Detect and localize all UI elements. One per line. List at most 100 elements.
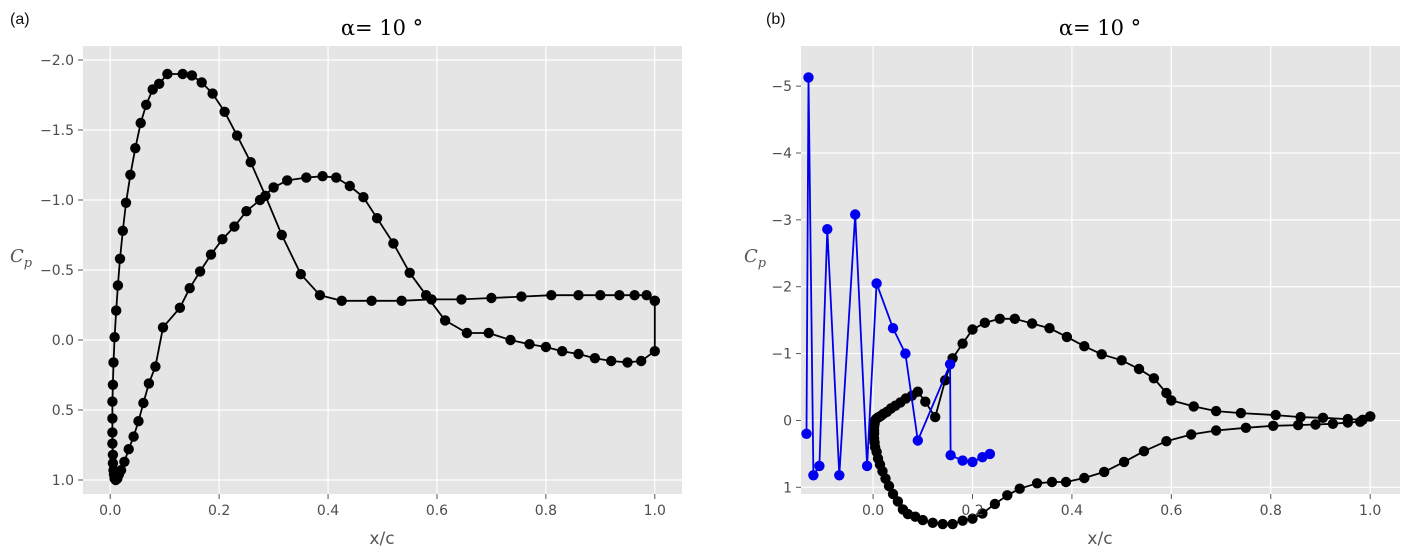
y-axis-label-sub-b: p: [758, 256, 767, 271]
y-tick-label: 0.0: [52, 333, 74, 349]
data-point: [111, 305, 122, 316]
data-point: [205, 249, 217, 260]
data-point: [1188, 401, 1199, 412]
data-point: [629, 290, 640, 301]
data-point: [420, 290, 432, 301]
data-point: [109, 332, 120, 343]
series-group-b: [801, 72, 1376, 530]
data-point: [803, 72, 814, 83]
x-tick-label: 0.4: [317, 503, 339, 519]
data-point: [135, 117, 146, 129]
y-tick-label: −1.0: [40, 193, 74, 209]
data-point: [1270, 409, 1281, 421]
gridlines-a: [83, 46, 682, 494]
data-point: [1061, 331, 1073, 343]
data-point: [614, 290, 625, 301]
x-tick-label: 0.8: [535, 503, 557, 519]
data-point: [930, 411, 941, 423]
plot-area-b: [801, 46, 1400, 494]
data-point: [108, 357, 119, 368]
data-point: [241, 206, 252, 217]
x-axis-label-b: x/c: [1087, 529, 1112, 549]
data-point: [871, 278, 882, 289]
data-point: [331, 172, 342, 183]
data-point: [461, 327, 473, 339]
data-point: [957, 455, 968, 466]
data-point: [649, 295, 660, 306]
data-point: [573, 290, 584, 301]
data-point: [295, 269, 306, 280]
data-point: [1014, 483, 1025, 494]
data-point: [396, 295, 407, 306]
data-point: [887, 323, 899, 334]
data-point: [984, 448, 996, 460]
data-point: [143, 378, 155, 389]
y-axis-label-b: Cp: [744, 246, 767, 271]
chart-panel-b: (b) 0.0 0.2 0.4 0.6 0.8 1.0 −5 −4 −3 −2 −1 0 1 α= 10…: [744, 11, 1400, 549]
data-point: [595, 290, 606, 301]
y-tick-label: −1.5: [40, 123, 74, 139]
data-point: [186, 70, 198, 81]
data-point: [138, 397, 149, 409]
data-point: [107, 379, 119, 390]
data-point: [486, 292, 497, 304]
data-point: [456, 294, 467, 305]
data-point: [994, 313, 1005, 324]
data-point: [505, 334, 516, 346]
y-tick-label: −0.5: [40, 263, 74, 279]
data-point: [107, 438, 118, 449]
data-point: [336, 295, 347, 306]
data-point: [366, 295, 377, 306]
data-point: [967, 324, 978, 335]
x-tick-label: 0.6: [426, 503, 448, 519]
x-tick-label: 0.8: [1260, 503, 1282, 519]
data-point: [276, 229, 287, 241]
data-point: [557, 346, 568, 357]
data-point: [150, 361, 161, 372]
data-point: [927, 517, 938, 528]
x-tick-label: 0.4: [1061, 503, 1083, 519]
y-axis-label-a: Cp: [10, 246, 33, 271]
y-tick-label: −4: [771, 146, 792, 162]
data-point: [1161, 387, 1172, 399]
data-point: [546, 290, 557, 301]
x-axis-label-a: x/c: [369, 529, 394, 549]
data-point: [967, 513, 978, 524]
data-point: [483, 327, 494, 339]
data-point: [808, 470, 819, 481]
data-point: [388, 238, 399, 249]
data-point: [217, 234, 228, 245]
x-tick-label: 1.0: [644, 503, 666, 519]
data-point: [801, 428, 812, 439]
data-point: [1116, 355, 1127, 366]
data-point: [1148, 373, 1160, 384]
data-point: [897, 504, 909, 515]
data-point: [1060, 476, 1072, 488]
data-point: [314, 290, 326, 301]
data-point: [945, 450, 956, 461]
data-point: [207, 88, 218, 99]
x-tick-label: 1.0: [1359, 503, 1381, 519]
data-point: [177, 68, 188, 80]
data-point: [1365, 411, 1376, 422]
data-point: [229, 221, 240, 232]
data-point: [850, 209, 861, 220]
data-point: [245, 157, 256, 168]
data-point: [622, 357, 633, 368]
x-tick-label: 0.0: [862, 503, 884, 519]
data-point: [814, 460, 825, 472]
ticks-a: 0.0 0.2 0.4 0.6 0.8 1.0 −2.0 −1.5 −1.0 −0.5 0.0 0.5…: [40, 53, 666, 519]
data-point: [1310, 419, 1321, 430]
data-point: [1002, 490, 1013, 501]
data-point: [957, 338, 968, 349]
data-point: [1342, 413, 1354, 425]
data-point: [404, 267, 415, 278]
data-point: [196, 77, 207, 88]
data-point: [107, 396, 118, 407]
data-point: [114, 253, 126, 264]
y-tick-label: 0: [783, 413, 792, 429]
data-point: [1268, 420, 1279, 431]
data-point: [107, 449, 119, 460]
chart-title-a: α= 10 °: [341, 16, 423, 40]
x-tick-label: 0.2: [208, 503, 230, 519]
